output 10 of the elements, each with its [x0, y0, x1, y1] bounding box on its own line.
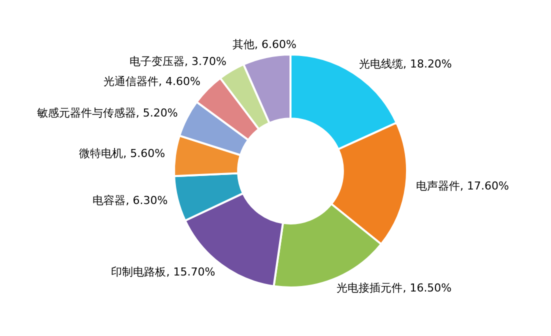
slice-label: 其他, 6.60%	[232, 38, 296, 51]
slice-label: 电声器件, 17.60%	[416, 180, 509, 193]
slice-label: 电子变压器, 3.70%	[130, 54, 226, 68]
slice-label: 敏感元器件与传感器, 5.20%	[36, 106, 178, 120]
slice-label: 印制电路板, 15.70%	[111, 265, 216, 278]
slice-label: 光电接插元件, 16.50%	[336, 282, 452, 295]
slice-label: 光通信器件, 4.60%	[104, 74, 200, 88]
slice-label: 光电线缆, 18.20%	[358, 57, 452, 70]
slice-label: 电容器, 6.30%	[92, 194, 168, 208]
slice-label: 微特电机, 5.60%	[79, 147, 166, 160]
